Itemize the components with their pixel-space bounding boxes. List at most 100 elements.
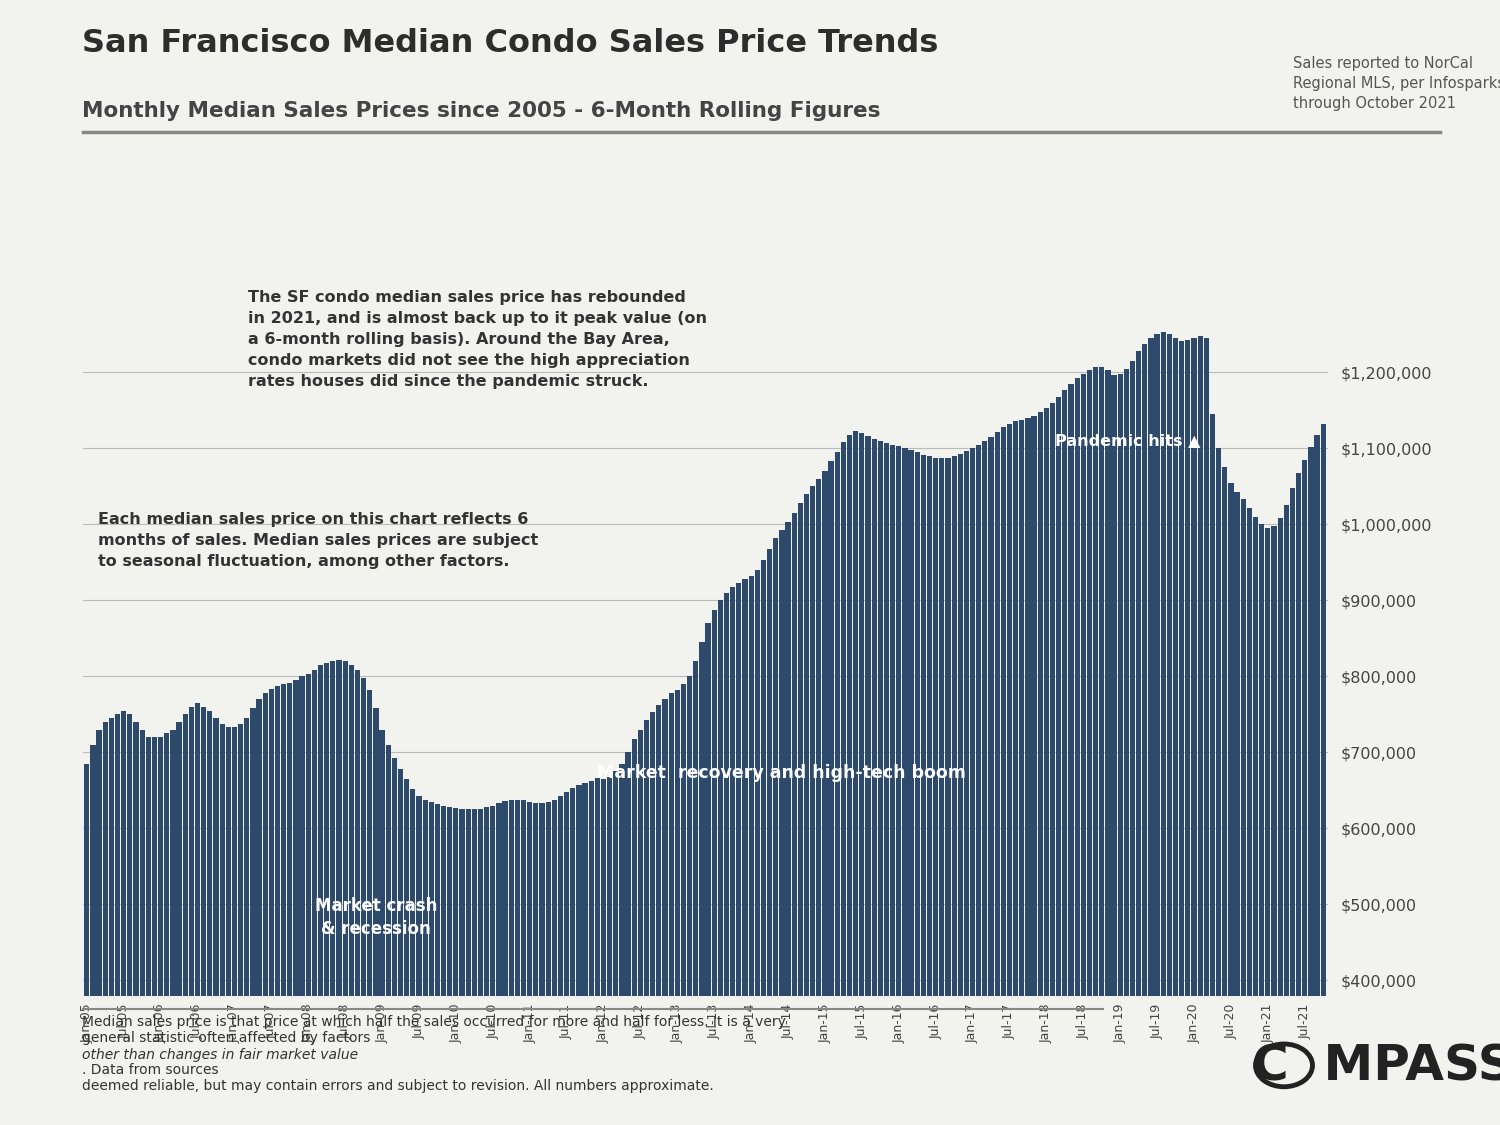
- Bar: [274, 685, 280, 1125]
- Bar: [847, 434, 852, 1125]
- Bar: [251, 709, 255, 1125]
- Bar: [951, 456, 957, 1125]
- Bar: [798, 503, 802, 1125]
- Bar: [348, 665, 354, 1125]
- Bar: [988, 436, 993, 1125]
- Bar: [526, 802, 532, 1125]
- Bar: [342, 662, 348, 1125]
- Bar: [1074, 378, 1080, 1125]
- Bar: [816, 479, 822, 1125]
- Bar: [742, 579, 747, 1125]
- Bar: [404, 778, 410, 1125]
- Bar: [478, 809, 483, 1125]
- Text: The SF condo median sales price has rebounded
in 2021, and is almost back up to : The SF condo median sales price has rebo…: [248, 290, 706, 389]
- Bar: [786, 522, 790, 1125]
- Bar: [520, 800, 526, 1125]
- Bar: [392, 758, 398, 1125]
- Bar: [896, 447, 902, 1125]
- Bar: [699, 642, 705, 1125]
- Bar: [152, 737, 157, 1125]
- Bar: [1050, 403, 1054, 1125]
- Bar: [465, 809, 471, 1125]
- Bar: [1136, 351, 1142, 1125]
- Bar: [374, 709, 378, 1125]
- Bar: [693, 662, 699, 1125]
- Bar: [890, 444, 896, 1125]
- Bar: [1167, 334, 1172, 1125]
- Bar: [970, 449, 975, 1125]
- Bar: [1142, 343, 1148, 1125]
- Bar: [638, 730, 644, 1125]
- Bar: [1296, 472, 1300, 1125]
- Bar: [632, 739, 638, 1125]
- Bar: [582, 783, 588, 1125]
- Bar: [1118, 374, 1124, 1125]
- Bar: [195, 703, 200, 1125]
- Bar: [496, 803, 501, 1125]
- Bar: [225, 728, 231, 1125]
- Bar: [588, 781, 594, 1125]
- Bar: [96, 730, 102, 1125]
- Bar: [1284, 505, 1288, 1125]
- Bar: [1155, 334, 1160, 1125]
- Bar: [792, 513, 796, 1125]
- Bar: [219, 723, 225, 1125]
- Bar: [122, 711, 126, 1125]
- Bar: [300, 676, 304, 1125]
- Bar: [362, 678, 366, 1125]
- Bar: [1130, 361, 1136, 1125]
- Bar: [1210, 414, 1215, 1125]
- Text: Each median sales price on this chart reflects 6
months of sales. Median sales p: Each median sales price on this chart re…: [98, 512, 537, 569]
- Bar: [116, 714, 120, 1125]
- Text: Sales reported to NorCal
Regional MLS, per Infosparks
through October 2021: Sales reported to NorCal Regional MLS, p…: [1293, 56, 1500, 111]
- Bar: [110, 718, 114, 1125]
- Bar: [459, 809, 465, 1125]
- Bar: [238, 723, 243, 1125]
- Text: . Data from sources
deemed reliable, but may contain errors and subject to revis: . Data from sources deemed reliable, but…: [82, 1063, 714, 1094]
- Bar: [957, 453, 963, 1125]
- Bar: [718, 601, 723, 1125]
- Bar: [356, 670, 360, 1125]
- Bar: [834, 452, 840, 1125]
- Bar: [663, 700, 668, 1125]
- Text: Pandemic hits ▲: Pandemic hits ▲: [1054, 433, 1200, 449]
- Bar: [754, 570, 760, 1125]
- Bar: [878, 441, 884, 1125]
- Bar: [669, 693, 674, 1125]
- Bar: [1228, 483, 1233, 1125]
- Bar: [614, 772, 618, 1125]
- Bar: [514, 800, 520, 1125]
- Bar: [1056, 397, 1062, 1125]
- Bar: [1100, 367, 1104, 1125]
- Bar: [280, 684, 286, 1125]
- Bar: [865, 435, 870, 1125]
- Bar: [1191, 339, 1197, 1125]
- Bar: [368, 690, 372, 1125]
- Bar: [884, 443, 890, 1125]
- Bar: [1149, 339, 1154, 1125]
- Bar: [1234, 492, 1239, 1125]
- Bar: [1258, 524, 1264, 1125]
- Bar: [509, 800, 515, 1125]
- Bar: [447, 807, 453, 1125]
- Bar: [602, 778, 606, 1125]
- Bar: [1173, 339, 1178, 1125]
- Bar: [177, 722, 182, 1125]
- Bar: [766, 549, 772, 1125]
- Bar: [687, 676, 692, 1125]
- Bar: [1038, 412, 1042, 1125]
- Bar: [471, 809, 477, 1125]
- Bar: [1000, 428, 1006, 1125]
- Bar: [540, 803, 544, 1125]
- Bar: [810, 486, 816, 1125]
- Text: Market  recovery and high-tech boom: Market recovery and high-tech boom: [597, 764, 966, 782]
- Bar: [681, 684, 686, 1125]
- Bar: [1019, 420, 1025, 1125]
- Bar: [939, 458, 945, 1125]
- Bar: [286, 683, 292, 1125]
- Bar: [1026, 418, 1030, 1125]
- Bar: [842, 442, 846, 1125]
- Bar: [134, 722, 138, 1125]
- Bar: [164, 734, 170, 1125]
- Bar: [626, 753, 630, 1125]
